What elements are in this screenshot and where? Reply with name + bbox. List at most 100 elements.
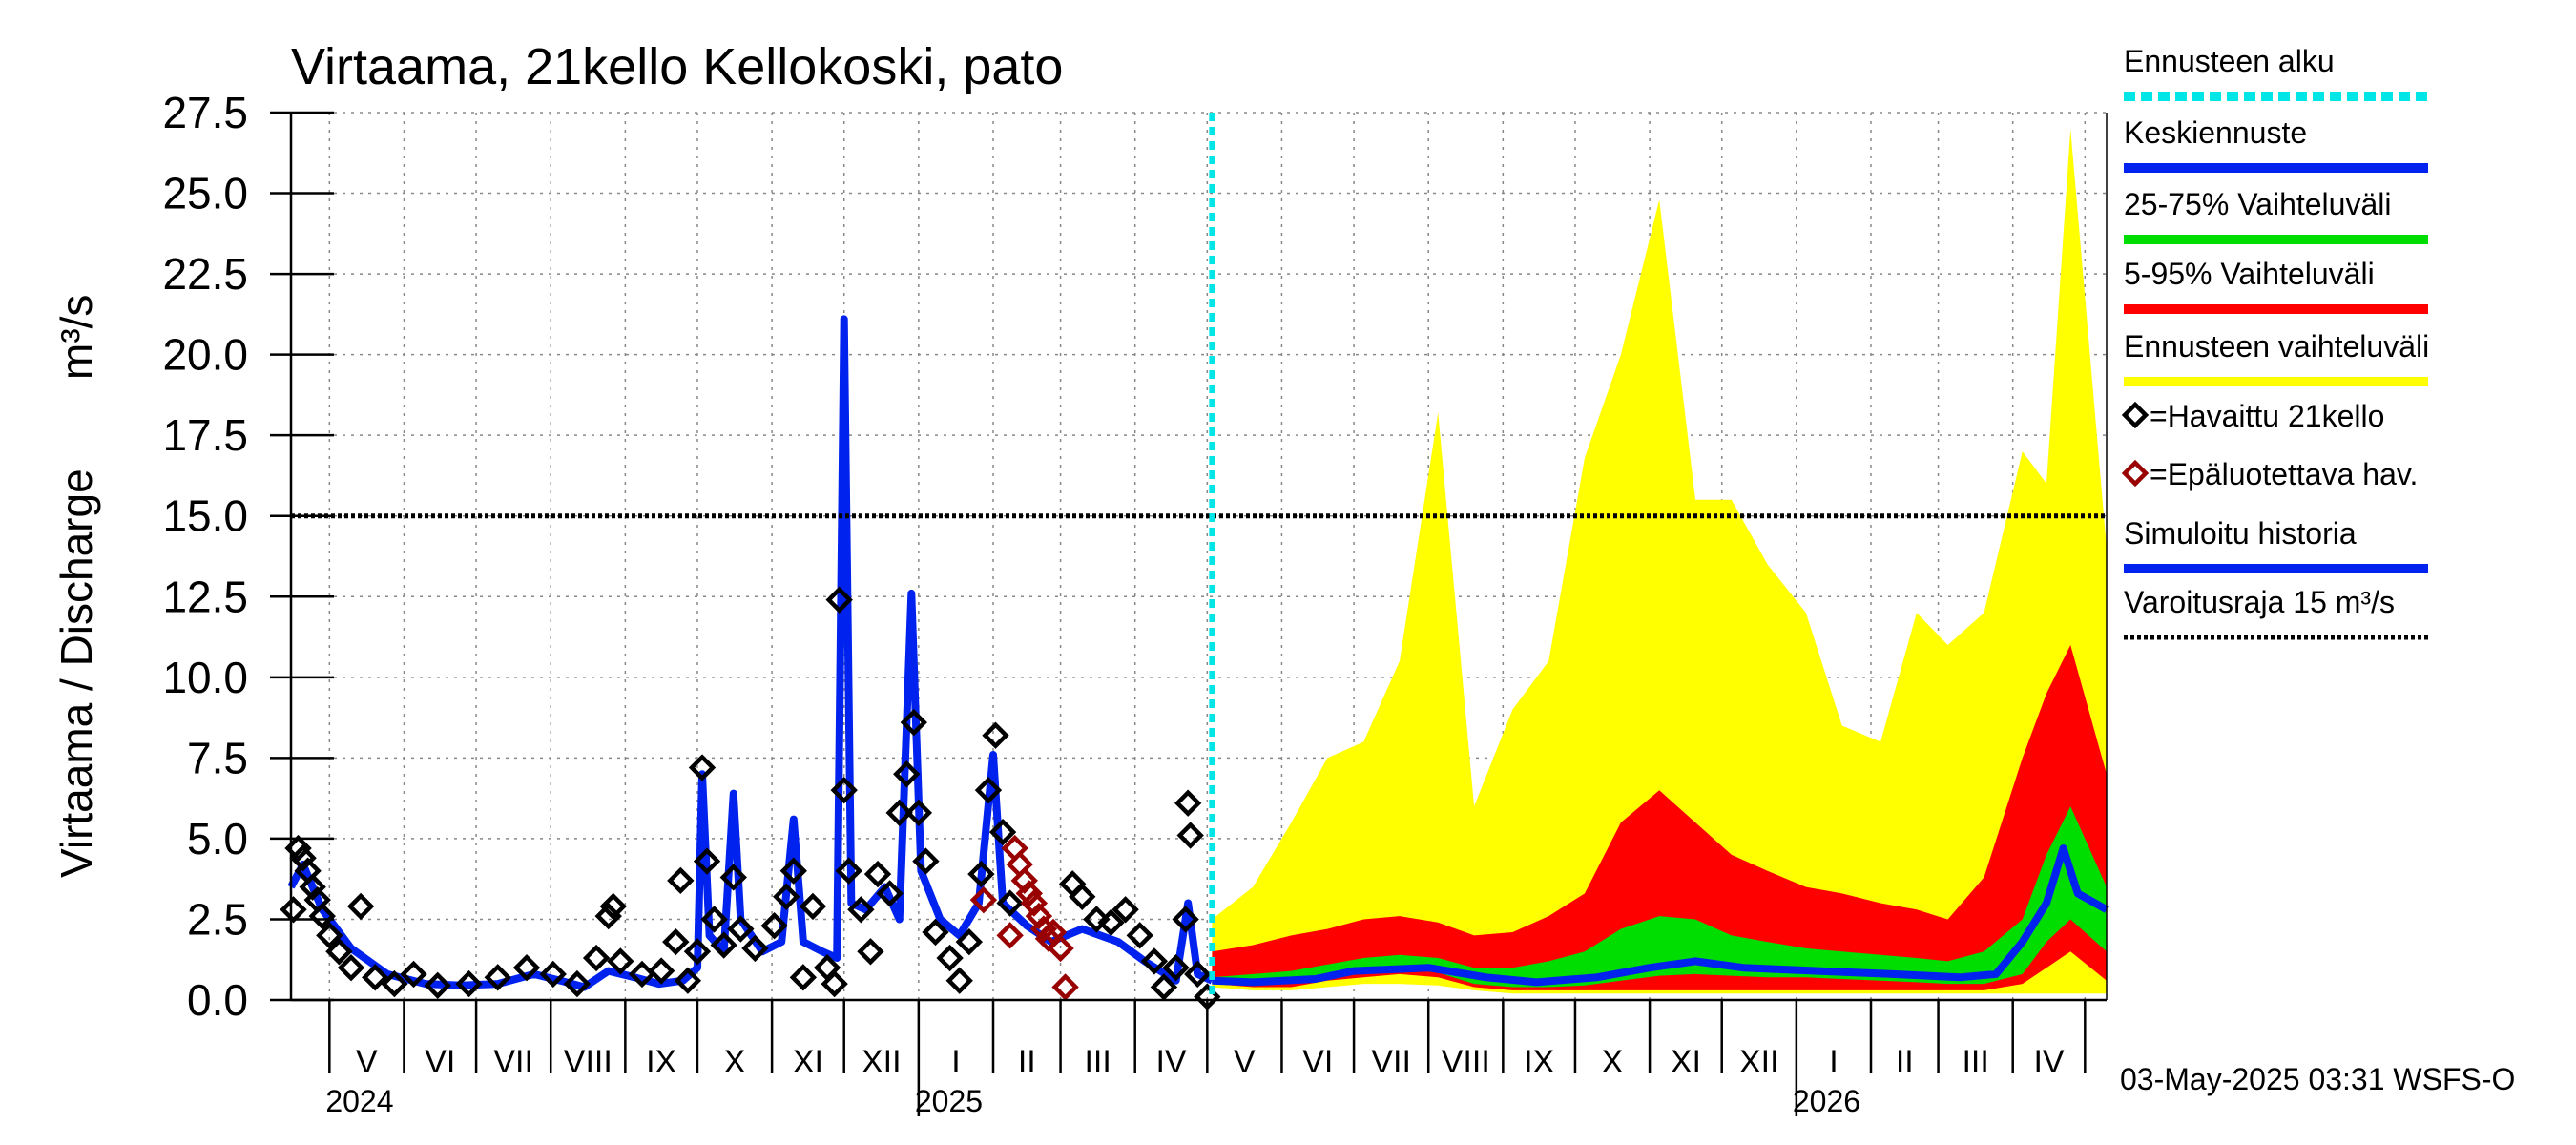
observed-point [693,847,721,875]
month-label: VII [1371,1044,1411,1080]
observed-point [308,902,336,930]
y-tick-label: 2.5 [187,894,248,944]
observed-point [955,927,983,956]
month-label: VI [425,1044,455,1080]
month-label: III [1084,1044,1111,1080]
month-label: XI [793,1044,823,1080]
month-label: I [951,1044,960,1080]
y-tick-label: 0.0 [187,975,248,1025]
y-tick-label: 12.5 [162,572,248,621]
observed-point [1174,789,1202,817]
observed-point [362,964,389,991]
month-label: VI [1302,1044,1333,1080]
y-tick-label: 22.5 [162,249,248,299]
unreliable-point [1051,973,1079,1001]
observed-point [381,969,408,998]
observed-point [289,844,317,872]
unreliable-point [1015,880,1043,907]
unreliable-point [1010,866,1038,895]
month-label: II [1896,1044,1914,1080]
legend-label: 5-95% Vaihteluväli [2124,257,2375,291]
observed-point [582,944,611,972]
month-label: IX [1524,1044,1554,1080]
observed-point [760,912,788,940]
legend-label: Varoitusraja 15 m³/s [2124,585,2395,619]
observed-point [1069,883,1096,910]
observation-markers [280,586,1221,1010]
month-label: V [356,1044,378,1080]
year-label: 2026 [1793,1084,1860,1118]
observed-point [996,889,1024,917]
observed-point [539,960,567,989]
reference-lines [291,113,2107,1000]
month-label: IX [646,1044,676,1080]
unreliable-point [1047,934,1074,963]
month-label: X [724,1044,746,1080]
observed-point [647,957,675,985]
legend: Ennusteen alku Keskiennuste 25-75% Vaihtel… [2121,44,2429,640]
observed-point [700,906,728,933]
observed-point [885,799,913,827]
observed-point [1111,896,1139,924]
observed-point [741,934,769,963]
legend-marker [2121,459,2150,488]
observed-point [974,776,1003,804]
observed-point [900,708,927,737]
month-label: IV [1155,1044,1186,1080]
month-label: III [1962,1044,1988,1080]
observed-point [563,969,592,998]
observed-point [945,967,973,994]
legend-label: Ennusteen vaihteluväli [2124,329,2429,364]
observed-point [1150,973,1178,1001]
observed-point [1176,822,1204,849]
unreliable-point [1020,889,1049,917]
observed-point [512,953,541,982]
observed-point [1140,947,1169,975]
legend-label: Simuloitu historia [2124,516,2357,551]
month-label: V [1234,1044,1256,1080]
month-label: XII [862,1044,902,1080]
observed-point [799,892,827,921]
legend-label: Keskiennuste [2124,115,2307,150]
month-label: XII [1739,1044,1779,1080]
axes: 0.0 2.5 5.0 7.5 10.0 12.5 15.0 17.5 20.0 22.5 25.0… [162,88,2108,1118]
legend-label: 25-75% Vaihteluväli [2124,187,2391,221]
observed-point [719,864,747,891]
unreliable-point [969,885,998,914]
month-label: II [1018,1044,1036,1080]
y-tick-label: 27.5 [162,88,248,137]
y-axis-unit: m³/s [52,295,101,380]
observed-point [662,927,690,956]
observed-point [904,799,933,827]
y-tick-label: 25.0 [162,169,248,219]
observed-point [400,960,427,989]
observed-point [1184,960,1212,989]
y-tick-label: 5.0 [187,814,248,864]
observed-point [982,721,1009,749]
month-label: XI [1671,1044,1701,1080]
observed-point [1172,906,1199,933]
y-tick-label: 7.5 [187,733,248,782]
observed-point [773,883,800,910]
band-total-range [1212,128,2107,994]
observed-point [727,915,755,943]
band-25-75 [1212,806,2107,988]
observed-point [830,776,858,804]
observed-point [337,953,365,982]
observed-point [1126,922,1153,949]
observed-point [876,880,904,907]
unreliable-point [1025,902,1053,930]
observed-point [863,860,892,888]
chart-title: Virtaama, 21kello Kellokoski, pato [291,38,1063,95]
y-axis-label: Virtaama / Discharge m³/s [52,295,101,878]
observed-point [825,586,853,614]
month-label: VII [493,1044,533,1080]
observed-point [936,944,964,972]
observed-point [847,896,875,924]
observed-point [967,860,995,888]
observed-point [667,866,695,895]
observed-point [988,818,1017,846]
observed-point [857,938,884,966]
observed-point [346,892,375,921]
